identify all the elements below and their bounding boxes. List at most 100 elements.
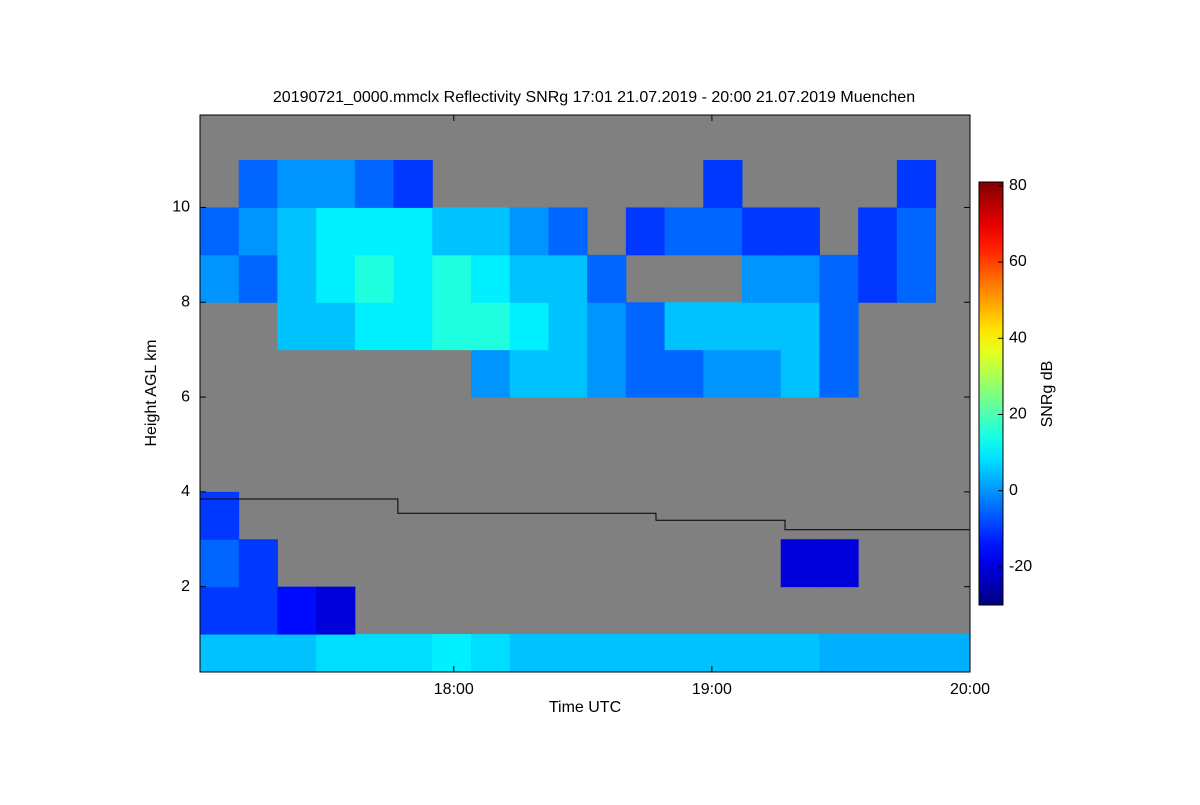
heatmap-cell — [200, 254, 240, 303]
colorbar-tick-label: 0 — [1009, 482, 1018, 499]
heatmap-cell — [200, 586, 240, 635]
heatmap-cell — [858, 207, 898, 256]
heatmap-cell — [625, 349, 666, 398]
y-tick-label: 10 — [172, 199, 190, 216]
heatmap-cell — [664, 207, 704, 256]
colorbar-tick-label: 40 — [1009, 329, 1027, 346]
heatmap-cell — [780, 634, 820, 673]
heatmap-cell — [354, 160, 395, 208]
heatmap-cell — [238, 539, 278, 588]
heatmap-cell — [548, 634, 588, 673]
heatmap-cell — [780, 254, 820, 303]
heatmap-cell — [316, 634, 356, 673]
heatmap-cell — [277, 634, 317, 673]
heatmap-cell — [548, 254, 588, 303]
heatmap-cell — [354, 302, 395, 351]
heatmap-cell — [238, 254, 278, 303]
heatmap-cell — [742, 634, 782, 673]
y-tick-label: 2 — [181, 578, 190, 595]
heatmap-cell — [316, 586, 356, 635]
heatmap-cell — [780, 302, 820, 351]
colorbar-tick-label: -20 — [1009, 558, 1032, 575]
heatmap-cell — [277, 160, 317, 208]
heatmap-cell — [742, 207, 782, 256]
heatmap-cell — [277, 254, 317, 303]
x-axis-label: Time UTC — [549, 699, 621, 716]
heatmap-cell — [354, 634, 395, 673]
heatmap-cell — [703, 634, 743, 673]
heatmap-cell — [742, 254, 782, 303]
heatmap-cell — [471, 634, 511, 673]
heatmap-cell — [703, 160, 743, 208]
heatmap-cell — [780, 539, 820, 588]
heatmap-cell — [238, 160, 278, 208]
heatmap-cell — [819, 302, 859, 351]
heatmap-cell — [703, 302, 743, 351]
y-tick-label: 8 — [181, 293, 190, 310]
heatmap-cell — [625, 634, 666, 673]
heatmap-cell — [625, 302, 666, 351]
heatmap-cell — [587, 254, 627, 303]
heatmap-cell — [277, 302, 317, 351]
heatmap-cell — [471, 207, 511, 256]
heatmap-cell — [200, 634, 240, 673]
colorbar-tick-label: 60 — [1009, 253, 1027, 270]
heatmap-cell — [742, 302, 782, 351]
heatmap-cell — [277, 586, 317, 635]
heatmap-cell — [509, 254, 549, 303]
heatmap-cell — [354, 207, 395, 256]
heatmap-cell — [393, 254, 433, 303]
heatmap-cell — [238, 634, 278, 673]
heatmap-cell — [471, 302, 511, 351]
heatmap-cell — [316, 254, 356, 303]
heatmap-cell — [858, 254, 898, 303]
heatmap-cell — [819, 539, 859, 588]
heatmap-cell — [587, 349, 627, 398]
heatmap-cell — [432, 207, 472, 256]
heatmap-cell — [780, 349, 820, 398]
heatmap-cell — [819, 254, 859, 303]
heatmap-cell — [896, 207, 937, 256]
heatmap-cell — [664, 302, 704, 351]
heatmap-cell — [200, 491, 240, 540]
heatmap-cell — [354, 254, 395, 303]
heatmap-cell — [509, 302, 549, 351]
heatmap-cell — [819, 349, 859, 398]
plot-frame — [199, 114, 971, 673]
heatmap-cell — [509, 349, 549, 398]
heatmap-cell — [858, 634, 898, 673]
heatmap-cell — [935, 634, 971, 673]
heatmap-cell — [432, 254, 472, 303]
threshold-line — [200, 498, 970, 531]
heatmap-cell — [200, 207, 240, 256]
x-tick-label: 19:00 — [692, 681, 732, 698]
heatmap-cell — [393, 207, 433, 256]
heatmap-cell — [509, 634, 549, 673]
y-axis-label: Height AGL km — [143, 339, 160, 446]
heatmap-cell — [819, 634, 859, 673]
heatmap-cell — [703, 349, 743, 398]
colorbar-label: SNRg dB — [1039, 361, 1056, 428]
heatmap-cell — [896, 160, 937, 208]
heatmap-cell — [587, 302, 627, 351]
y-tick-label: 6 — [181, 388, 190, 405]
colorbar-tick-label: 80 — [1009, 177, 1027, 194]
heatmap-cell — [509, 207, 549, 256]
heatmap-cell — [780, 207, 820, 256]
heatmap-cell — [625, 207, 666, 256]
y-tick-label: 4 — [181, 483, 190, 500]
heatmap-cell — [316, 207, 356, 256]
heatmap-cell — [664, 349, 704, 398]
heatmap-cell — [316, 160, 356, 208]
heatmap-cell — [548, 349, 588, 398]
heatmap-cell — [200, 539, 240, 588]
heatmap-cell — [548, 207, 588, 256]
heatmap-cell — [277, 207, 317, 256]
heatmap-cell — [896, 634, 937, 673]
heatmap-cell — [664, 634, 704, 673]
heatmap-cell — [432, 302, 472, 351]
heatmap-cell — [548, 302, 588, 351]
heatmap-cell — [316, 302, 356, 351]
heatmap-cell — [742, 349, 782, 398]
